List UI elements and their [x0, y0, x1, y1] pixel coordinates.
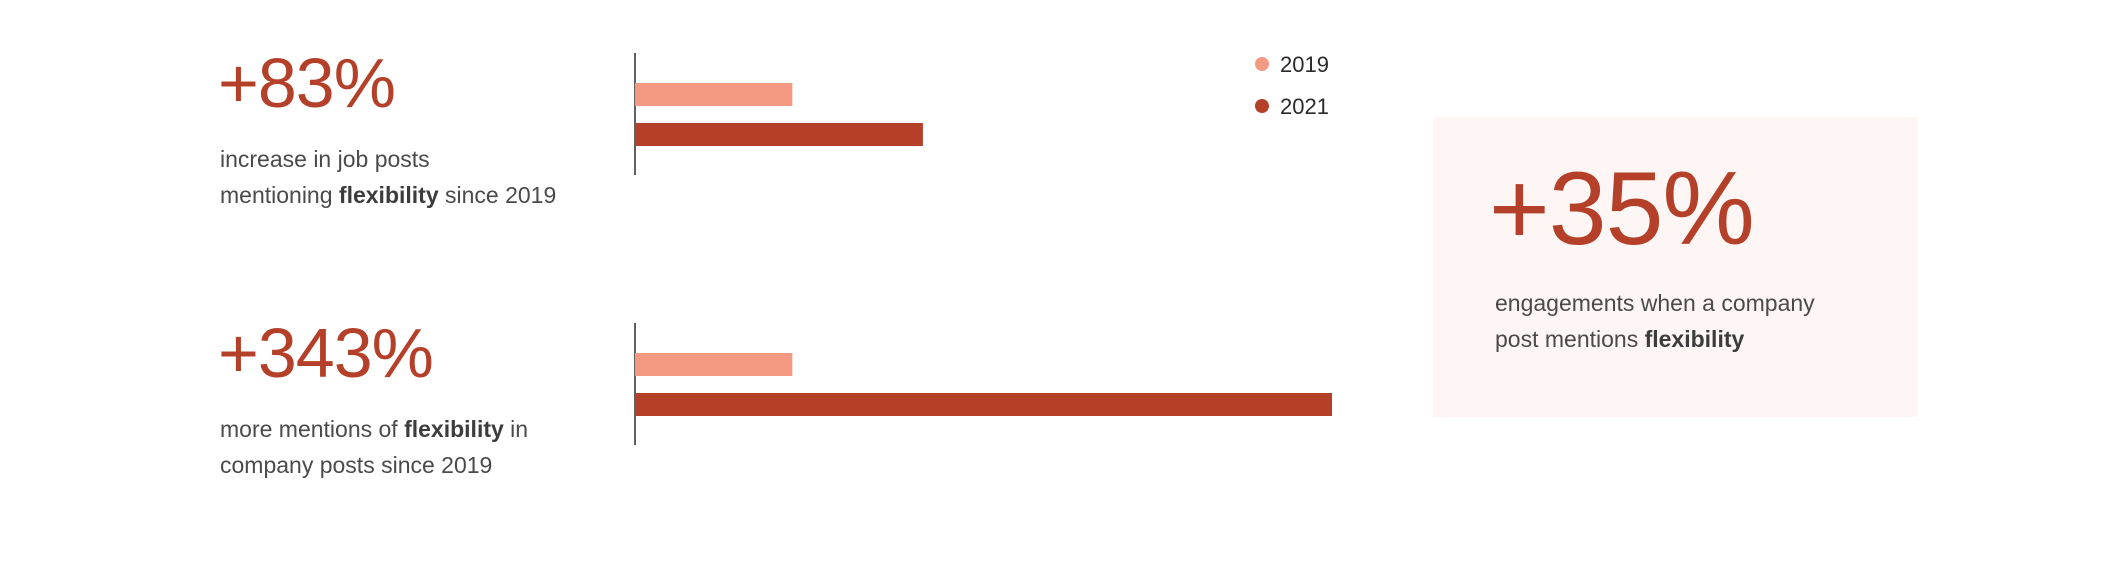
stat-company-posts-desc-bold: flexibility	[404, 416, 504, 442]
legend-label-2019: 2019	[1280, 52, 1329, 77]
stat-company-posts-value: +343%	[218, 314, 434, 392]
engagement-desc-line2a: post mentions	[1495, 326, 1645, 352]
stat-job-posts-desc-bold: flexibility	[338, 182, 439, 208]
legend-marker-2021	[1255, 99, 1269, 113]
engagement-description: engagements when a company post mentions…	[1495, 285, 1815, 357]
engagement-desc-line1: engagements when a company	[1495, 290, 1815, 316]
stat-job-posts-desc-line2a: mentioning	[220, 182, 339, 208]
bar-2019-group-2	[635, 353, 793, 376]
bar-2021-group-2	[635, 393, 1332, 416]
engagement-desc-bold: flexibility	[1644, 326, 1745, 352]
stat-job-posts-desc-line1: increase in job posts	[220, 146, 430, 172]
stat-job-posts-description: increase in job posts mentioning flexibi…	[220, 141, 556, 213]
stat-job-posts-value: +83%	[218, 44, 396, 122]
stat-company-posts-desc-line2: company posts since 2019	[220, 452, 493, 478]
bar-2021-group-1	[635, 123, 923, 146]
stat-company-posts-description: more mentions of flexibility in company …	[220, 411, 528, 483]
bar-2019-group-1	[635, 83, 793, 106]
bar-chart: 2019 2021	[634, 52, 1332, 445]
stat-job-posts-desc-line2b: since 2019	[438, 182, 557, 208]
stat-company-posts-desc-line1b: in	[503, 416, 529, 442]
legend-label-2021: 2021	[1280, 94, 1329, 119]
engagement-card: +35% engagements when a company post men…	[1433, 117, 1918, 417]
stat-company-posts-desc-line1a: more mentions of	[220, 416, 405, 442]
engagement-value: +35%	[1489, 151, 1755, 267]
legend-marker-2019	[1255, 57, 1269, 71]
